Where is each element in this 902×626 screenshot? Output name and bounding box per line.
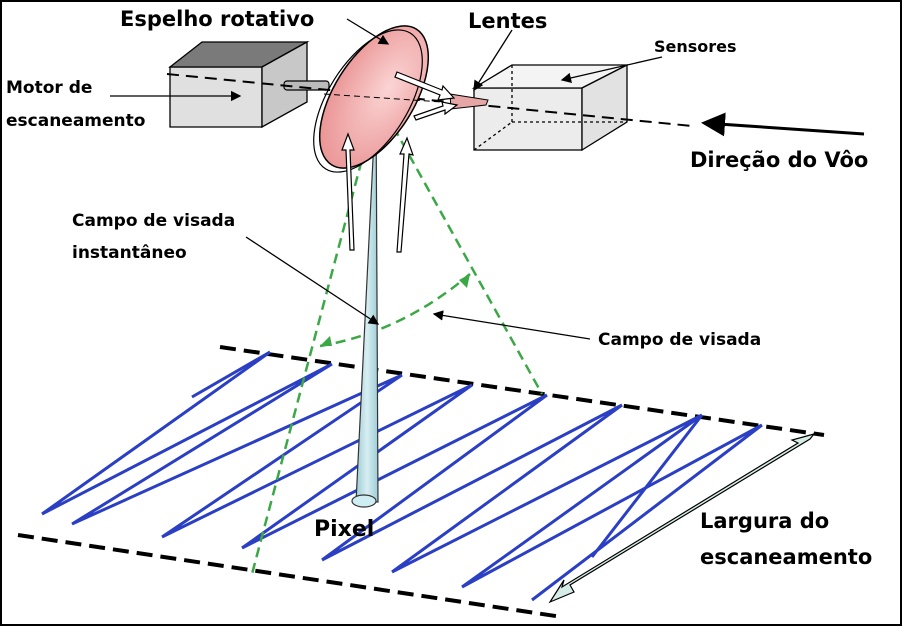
ground-back-edge [219, 345, 825, 437]
ifov-beam [351, 97, 379, 508]
label-motor-line1: Motor de [6, 78, 92, 98]
swath-width-arrow [548, 432, 816, 604]
label-lens: Lentes [468, 9, 547, 33]
fov-lines [250, 98, 544, 575]
scan-lines [41, 350, 763, 602]
label-pixel: Pixel [314, 517, 374, 542]
label-swath-line1: Largura do [700, 509, 829, 533]
optical-axis [166, 73, 693, 127]
label-motor-line2: escaneamento [6, 111, 145, 131]
label-flight-direction: Direção do Vôo [690, 148, 868, 172]
radiation-arrows [341, 71, 459, 253]
flight-direction-arrow [701, 112, 865, 137]
sensors-box [471, 63, 628, 152]
label-ifov-line2: instantâneo [72, 243, 187, 263]
label-sensors: Sensores [654, 37, 737, 56]
rotating-mirror [313, 25, 443, 173]
label-fov: Campo de visada [598, 330, 761, 350]
fov-arc-arrowhead-left [320, 336, 332, 346]
fov-arc-arrowhead-right [459, 274, 470, 288]
label-swath-line2: escaneamento [700, 545, 872, 569]
label-mirror: Espelho rotativo [120, 7, 314, 31]
label-ifov-line1: Campo de visada [72, 211, 235, 231]
pointer-lines [110, 18, 663, 340]
ground-front-edge [17, 533, 563, 619]
